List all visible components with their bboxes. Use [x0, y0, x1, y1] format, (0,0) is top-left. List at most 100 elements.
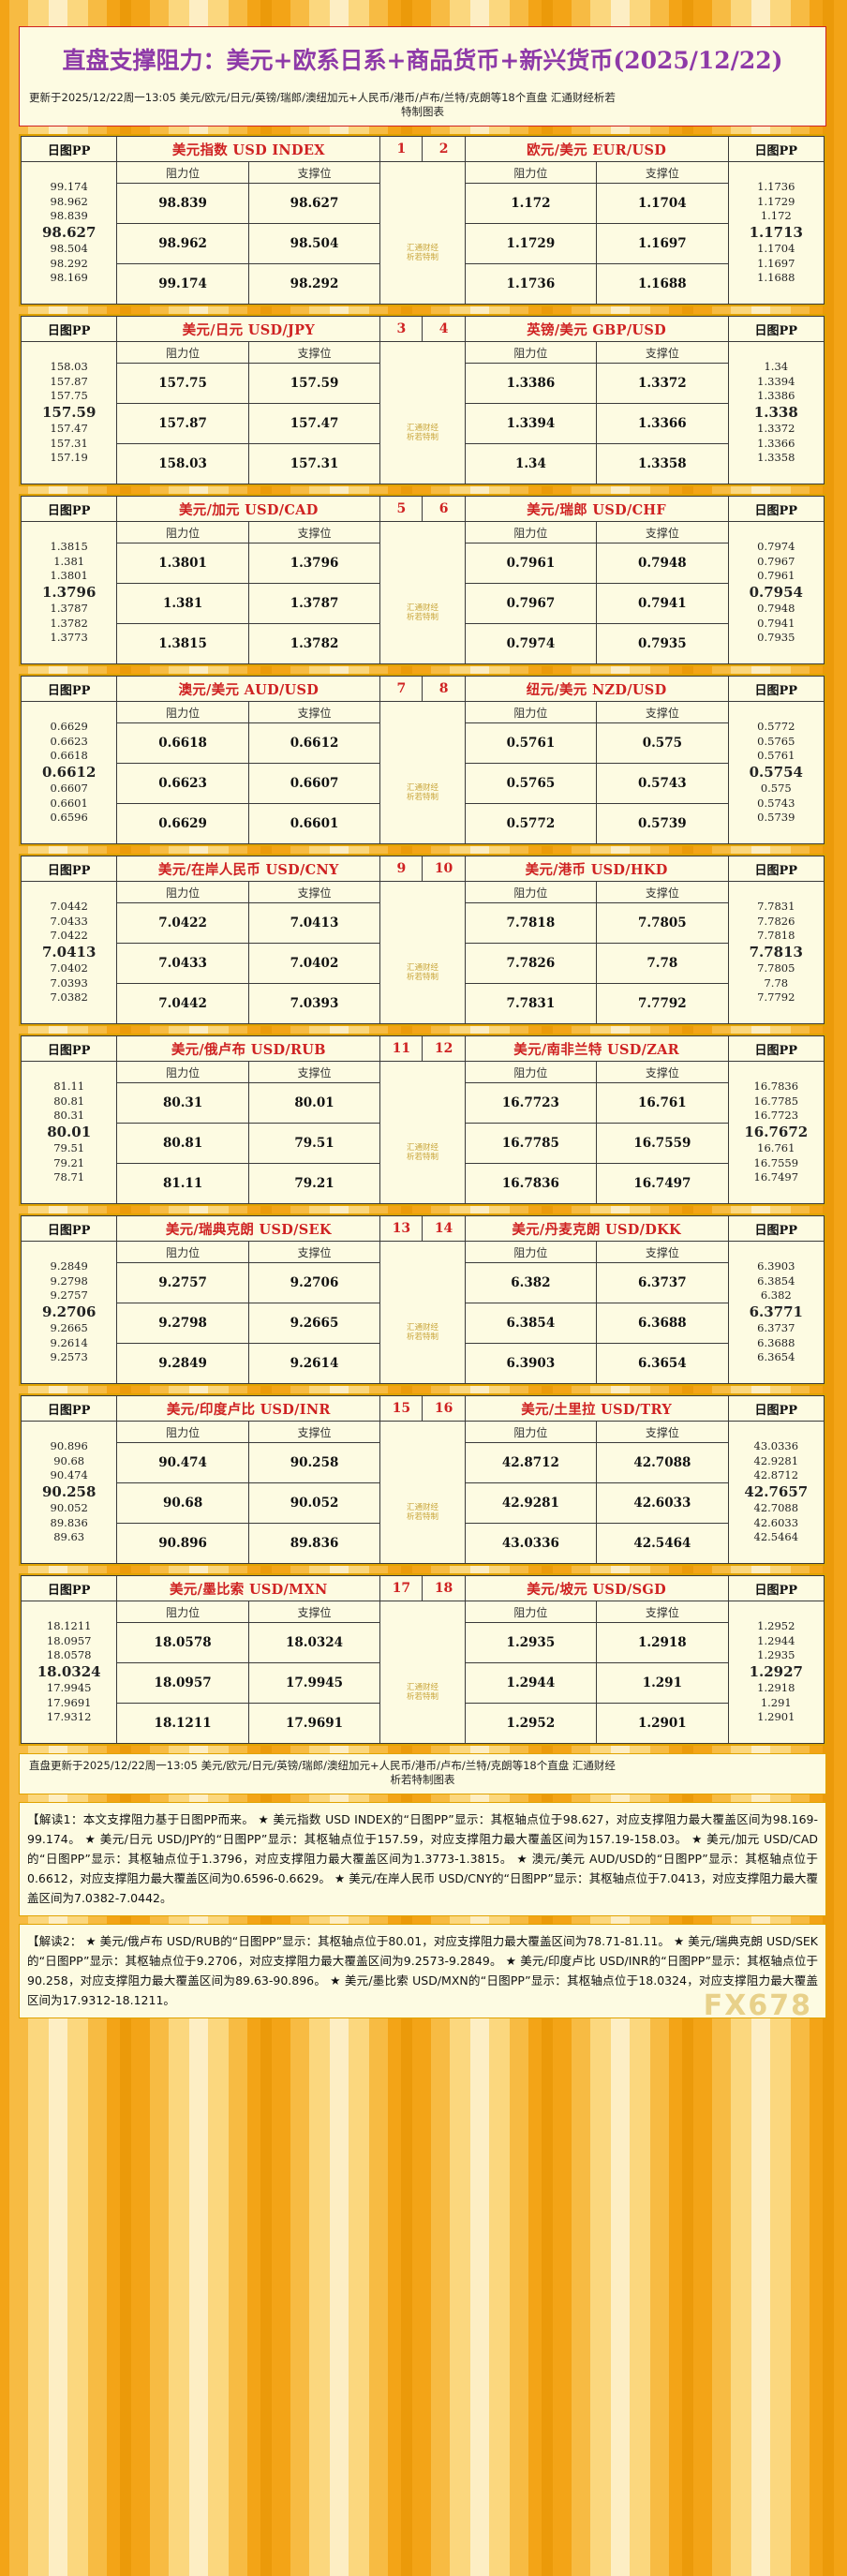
col-header-resistance-right: 阻力位	[464, 881, 598, 903]
resistance-value-right: 0.7961	[464, 543, 598, 584]
support-value-left: 7.0393	[247, 983, 381, 1024]
support-value-right: 42.6033	[596, 1482, 729, 1524]
watermark-line-2: 析若特制	[406, 792, 438, 802]
col-header-resistance-left: 阻力位	[116, 161, 249, 184]
subheader-row: 1.3815 1.381 1.3801 1.3796 1.3787 1.3782 1.377…	[20, 521, 825, 664]
pivot-level: 89.63	[53, 1530, 85, 1544]
forex-table: 日图PP 美元/印度卢比 USD/INR 15 16 美元/土里拉 USD/TRY 日图P…	[20, 1395, 825, 1564]
pivot-level: 7.0433	[50, 914, 88, 928]
subheader-row: 158.03 157.87 157.75 157.59 157.47 157.31 157.…	[20, 341, 825, 484]
pivot-value: 1.338	[753, 403, 798, 421]
pivot-level: 6.3903	[757, 1259, 795, 1273]
pivot-level: 90.896	[50, 1439, 88, 1453]
support-value-right: 16.7497	[596, 1163, 729, 1204]
pivot-level: 158.03	[50, 360, 88, 374]
col-header-resistance-right: 阻力位	[464, 1061, 598, 1083]
support-value-left: 89.836	[247, 1523, 381, 1564]
center-watermark-cell: 汇通财经 析若特制	[379, 1241, 466, 1384]
col-header-resistance-left: 阻力位	[116, 341, 249, 364]
support-value-left: 157.59	[247, 363, 381, 404]
watermark-line-2: 析若特制	[406, 972, 438, 982]
pair-title-left: 美元/加元 USD/CAD	[116, 496, 381, 522]
forex-block: 日图PP 美元/加元 USD/CAD 5 6 美元/瑞郎 USD/CHF 日图PP 1.38…	[19, 494, 826, 666]
watermark-text: 汇通财经 析若特制	[380, 1143, 464, 1166]
forex-table: 日图PP 美元/瑞典克朗 USD/SEK 13 14 美元/丹麦克朗 USD/DKK 日图…	[20, 1215, 825, 1384]
watermark-text: 汇通财经 析若特制	[380, 783, 464, 806]
pivot-level: 1.3358	[757, 451, 795, 465]
support-value-left: 7.0413	[247, 902, 381, 944]
block-header-row: 日图PP 美元/印度卢比 USD/INR 15 16 美元/土里拉 USD/TRY 日图P…	[20, 1395, 825, 1422]
col-header-resistance-right: 阻力位	[464, 1241, 598, 1263]
watermark-text: 汇通财经 析若特制	[380, 963, 464, 986]
col-header-resistance-right: 阻力位	[464, 521, 598, 543]
pivot-level: 6.3654	[757, 1350, 795, 1364]
watermark-line-1: 汇通财经	[406, 1322, 438, 1333]
index-number-right: 12	[422, 1035, 466, 1062]
pivot-column-right: 43.0336 42.9281 42.8712 42.7657 42.7088 42.60…	[727, 1421, 825, 1564]
resistance-value-right: 43.0336	[464, 1523, 598, 1564]
support-value-left: 80.01	[247, 1082, 381, 1124]
index-number-right: 18	[422, 1575, 466, 1601]
pair-title-right: 美元/瑞郎 USD/CHF	[464, 496, 729, 522]
pivot-level: 0.7935	[757, 631, 795, 645]
support-value-right: 0.5739	[596, 803, 729, 844]
resistance-value-right: 6.382	[464, 1262, 598, 1303]
resistance-value-right: 0.7974	[464, 623, 598, 664]
pivot-level: 17.9312	[46, 1710, 92, 1724]
support-value-right: 0.7941	[596, 583, 729, 624]
pivot-level: 7.7818	[757, 929, 795, 943]
pp-header-right: 日图PP	[727, 1215, 825, 1242]
watermark-line-2: 析若特制	[406, 612, 438, 622]
pivot-level: 1.3773	[50, 631, 88, 645]
center-watermark-cell: 汇通财经 析若特制	[379, 701, 466, 844]
index-number-right: 10	[422, 856, 466, 882]
col-header-support-right: 支撑位	[596, 1241, 729, 1263]
footer-line-2: 析若特制图表	[390, 1773, 455, 1786]
resistance-value-left: 99.174	[116, 263, 249, 305]
col-header-support-right: 支撑位	[596, 161, 729, 184]
pair-title-right: 英镑/美元 GBP/USD	[464, 316, 729, 342]
pivot-level: 157.47	[50, 422, 88, 436]
pivot-level: 90.474	[50, 1468, 88, 1482]
pivot-level: 0.5761	[757, 749, 795, 763]
resistance-value-right: 1.3394	[464, 403, 598, 444]
resistance-value-left: 98.962	[116, 223, 249, 264]
pivot-column-right: 1.34 1.3394 1.3386 1.338 1.3372 1.3366 1.3358	[727, 341, 825, 484]
watermark-line-1: 汇通财经	[406, 423, 438, 433]
col-header-support-left: 支撑位	[247, 341, 381, 364]
pp-header-right: 日图PP	[727, 136, 825, 162]
support-value-left: 7.0402	[247, 943, 381, 984]
resistance-value-left: 90.896	[116, 1523, 249, 1564]
pivot-level: 7.78	[764, 975, 789, 990]
watermark-line-1: 汇通财经	[406, 962, 438, 973]
pivot-level: 16.7559	[753, 1155, 799, 1169]
pivot-value: 1.1713	[749, 223, 803, 241]
watermark-line-2: 析若特制	[406, 1511, 438, 1522]
block-header-row: 日图PP 美元/墨比索 USD/MXN 17 18 美元/坡元 USD/SGD 日图PP	[20, 1575, 825, 1601]
support-value-right: 1.3366	[596, 403, 729, 444]
support-value-left: 90.052	[247, 1482, 381, 1524]
pivot-level: 1.3787	[50, 602, 88, 616]
support-value-left: 1.3796	[247, 543, 381, 584]
resistance-value-left: 18.0957	[116, 1662, 249, 1704]
pivot-column-right: 16.7836 16.7785 16.7723 16.7672 16.761 16.755…	[727, 1061, 825, 1204]
pivot-level: 0.575	[760, 782, 792, 796]
pivot-value: 1.3796	[41, 583, 97, 601]
watermark-line-1: 汇通财经	[406, 782, 438, 793]
pivot-level: 1.1688	[757, 271, 795, 285]
col-header-support-right: 支撑位	[596, 701, 729, 723]
pivot-column-left: 9.2849 9.2798 9.2757 9.2706 9.2665 9.2614 9.25…	[20, 1241, 118, 1384]
index-number-right: 2	[422, 136, 466, 162]
col-header-support-left: 支撑位	[247, 1241, 381, 1263]
resistance-value-right: 1.2952	[464, 1703, 598, 1744]
pivot-level: 1.2952	[757, 1619, 795, 1633]
pp-header-left: 日图PP	[20, 136, 118, 162]
pivot-value: 80.01	[47, 1123, 92, 1140]
col-header-support-left: 支撑位	[247, 701, 381, 723]
resistance-value-left: 1.3815	[116, 623, 249, 664]
content-sheet: 直盘支撑阻力：美元+欧系日系+商品货币+新兴货币(2025/12/22) 更新于…	[19, 26, 826, 2020]
subtitle-line-1: 更新于2025/12/22周一13:05 美元/欧元/日元/英镑/瑞郎/澳纽加元…	[29, 91, 616, 104]
pivot-level: 0.6596	[50, 811, 88, 825]
pivot-level: 98.962	[50, 194, 88, 208]
pair-title-right: 美元/南非兰特 USD/ZAR	[464, 1035, 729, 1062]
